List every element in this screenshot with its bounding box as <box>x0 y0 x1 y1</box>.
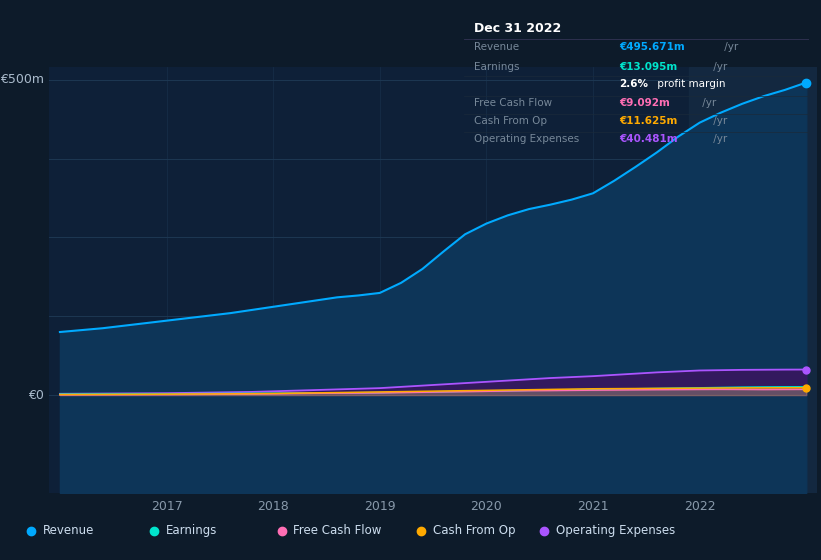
Text: €11.625m: €11.625m <box>619 116 677 127</box>
Text: €0: €0 <box>28 389 44 402</box>
Text: /yr: /yr <box>722 42 739 52</box>
Text: Dec 31 2022: Dec 31 2022 <box>475 22 562 35</box>
Text: Cash From Op: Cash From Op <box>475 116 548 127</box>
Text: €495.671m: €495.671m <box>619 42 685 52</box>
Text: Operating Expenses: Operating Expenses <box>556 524 675 537</box>
Text: /yr: /yr <box>699 98 716 108</box>
Bar <box>689 67 817 493</box>
Text: €13.095m: €13.095m <box>619 62 677 72</box>
Text: /yr: /yr <box>710 62 727 72</box>
Text: Earnings: Earnings <box>475 62 520 72</box>
Text: Free Cash Flow: Free Cash Flow <box>475 98 553 108</box>
Text: 2.6%: 2.6% <box>619 78 648 88</box>
Text: Cash From Op: Cash From Op <box>433 524 515 537</box>
Text: Earnings: Earnings <box>166 524 218 537</box>
Text: /yr: /yr <box>710 134 727 144</box>
Text: /yr: /yr <box>710 116 727 127</box>
Text: €40.481m: €40.481m <box>619 134 677 144</box>
Text: Revenue: Revenue <box>475 42 520 52</box>
Text: Revenue: Revenue <box>43 524 94 537</box>
Text: €9.092m: €9.092m <box>619 98 670 108</box>
Text: Operating Expenses: Operating Expenses <box>475 134 580 144</box>
Text: Free Cash Flow: Free Cash Flow <box>293 524 382 537</box>
Text: €500m: €500m <box>0 73 44 86</box>
Text: profit margin: profit margin <box>654 78 725 88</box>
